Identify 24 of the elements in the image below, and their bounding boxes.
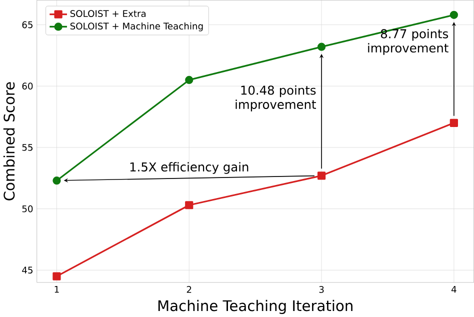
point xyxy=(450,118,458,127)
point xyxy=(52,272,61,280)
y-tick-label: 45 xyxy=(22,266,32,274)
y-tick-label: 60 xyxy=(22,82,33,90)
point xyxy=(317,42,326,51)
point xyxy=(52,176,61,184)
legend-label: SOLOIST + Machine Teaching xyxy=(70,22,203,32)
annotation: 1.5X efficiency gain xyxy=(130,162,248,174)
x-axis-title: Machine Teaching Iteration xyxy=(158,300,352,314)
point xyxy=(185,200,194,209)
y-axis-title: Combined Score xyxy=(3,82,15,200)
point xyxy=(185,76,194,84)
y-tick-label: 65 xyxy=(22,21,32,28)
y-tick-label: 50 xyxy=(22,205,33,212)
point xyxy=(317,171,326,180)
annotation: 8.77 points improvement xyxy=(368,28,448,55)
annotation: 10.48 points improvement xyxy=(236,85,316,112)
point xyxy=(450,10,458,19)
x-tick-label: 3 xyxy=(319,286,324,293)
x-tick-label: 2 xyxy=(186,286,192,293)
y-tick-label: 55 xyxy=(22,144,32,151)
x-tick-label: 4 xyxy=(451,286,456,292)
legend-label: SOLOIST + Extra xyxy=(70,10,146,17)
x-tick-label: 1 xyxy=(54,286,59,292)
